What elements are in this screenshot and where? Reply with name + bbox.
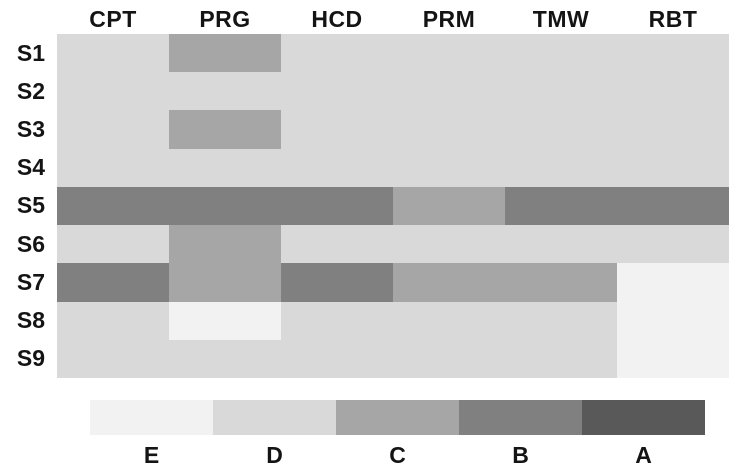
- heatmap-cell-s7-prm: [393, 263, 505, 302]
- row-label-s5: S5: [16, 192, 45, 219]
- heatmap-cell-s3-prm: [393, 110, 505, 149]
- heatmap-cell-s9-hcd: [281, 339, 393, 378]
- heatmap-cell-s5-prg: [169, 186, 281, 226]
- row-label-s4: S4: [16, 154, 45, 181]
- heatmap-cell-s6-cpt: [57, 225, 169, 264]
- heatmap-cell-s2-prm: [393, 72, 505, 111]
- heatmap-cell-s4-tmw: [505, 148, 617, 187]
- column-header-tmw: TMW: [532, 6, 590, 32]
- legend-label-e: E: [143, 442, 160, 468]
- heatmap-cell-s2-hcd: [281, 72, 393, 111]
- heatmap-cell-s5-prm: [393, 186, 505, 226]
- column-header-hcd: HCD: [311, 6, 363, 32]
- heatmap-cell-s8-prm: [393, 301, 505, 340]
- heatmap-cell-s1-cpt: [57, 34, 169, 73]
- heatmap-grid: [57, 34, 729, 378]
- heatmap-cell-s8-rbt: [617, 301, 729, 340]
- heatmap-cell-s8-cpt: [57, 301, 169, 340]
- column-header-prm: PRM: [422, 6, 476, 32]
- heatmap-cell-s1-tmw: [505, 34, 617, 73]
- legend-swatch-b: [459, 400, 582, 435]
- heatmap-cell-s2-tmw: [505, 72, 617, 111]
- row-label-s1: S1: [16, 39, 45, 66]
- heatmap-cell-s9-prm: [393, 339, 505, 378]
- heatmap-cell-s7-prg: [169, 263, 281, 302]
- row-label-s7: S7: [16, 268, 45, 295]
- row-labels-column: S1 S2 S3 S4 S5 S6 S7 S8 S9: [0, 34, 50, 378]
- heatmap-cell-s6-prg: [169, 225, 281, 264]
- legend-swatch-bar: [90, 400, 705, 435]
- heatmap-cell-s7-cpt: [57, 263, 169, 302]
- heatmap-cell-s4-hcd: [281, 148, 393, 187]
- heatmap-cell-s3-hcd: [281, 110, 393, 149]
- column-header-cpt: CPT: [89, 6, 137, 32]
- legend-swatch-e: [90, 400, 213, 435]
- row-label-s8: S8: [16, 307, 45, 334]
- heatmap-cell-s3-prg: [169, 110, 281, 149]
- heatmap-cell-s9-cpt: [57, 339, 169, 378]
- column-header-prg: PRG: [199, 6, 251, 32]
- heatmap-cell-s5-tmw: [505, 186, 617, 226]
- heatmap-cell-s7-rbt: [617, 263, 729, 302]
- legend-label-b: B: [512, 442, 529, 468]
- heatmap-cell-s5-rbt: [617, 186, 729, 226]
- heatmap-cell-s4-prm: [393, 148, 505, 187]
- heatmap-cell-s7-tmw: [505, 263, 617, 302]
- heatmap-cell-s7-hcd: [281, 263, 393, 302]
- heatmap-cell-s2-cpt: [57, 72, 169, 111]
- column-header-rbt: RBT: [648, 6, 698, 32]
- heatmap-cell-s3-rbt: [617, 110, 729, 149]
- legend-label-a: A: [635, 442, 652, 468]
- heatmap-cell-s1-prm: [393, 34, 505, 73]
- heatmap-cell-s1-rbt: [617, 34, 729, 73]
- heatmap-cell-s8-hcd: [281, 301, 393, 340]
- row-label-s9: S9: [16, 345, 45, 372]
- heatmap-cell-s1-hcd: [281, 34, 393, 73]
- heatmap-cell-s3-tmw: [505, 110, 617, 149]
- row-label-s3: S3: [16, 116, 45, 143]
- legend-swatch-c: [336, 400, 459, 435]
- legend-swatch-d: [213, 400, 336, 435]
- heatmap-cell-s6-rbt: [617, 225, 729, 264]
- column-headers-row: CPT PRG HCD PRM TMW RBT: [57, 6, 729, 32]
- heatmap-cell-s4-rbt: [617, 148, 729, 187]
- heatmap-cell-s6-tmw: [505, 225, 617, 264]
- heatmap-cell-s2-prg: [169, 72, 281, 111]
- heatmap-cell-s6-prm: [393, 225, 505, 264]
- heatmap-cell-s3-cpt: [57, 110, 169, 149]
- heatmap-cell-s9-tmw: [505, 339, 617, 378]
- heatmap-cell-s8-tmw: [505, 301, 617, 340]
- heatmap-cell-s4-prg: [169, 148, 281, 187]
- heatmap-cell-s8-prg: [169, 301, 281, 340]
- heatmap-cell-s2-rbt: [617, 72, 729, 111]
- heatmap-cell-s4-cpt: [57, 148, 169, 187]
- row-label-s2: S2: [16, 77, 45, 104]
- heatmap-cell-s6-hcd: [281, 225, 393, 264]
- legend-swatch-a: [582, 400, 705, 435]
- heatmap-cell-s9-rbt: [617, 339, 729, 378]
- heatmap-cell-s9-prg: [169, 339, 281, 378]
- heatmap-cell-s1-prg: [169, 34, 281, 73]
- heatmap-cell-s5-hcd: [281, 186, 393, 226]
- heatmap-cell-s5-cpt: [57, 186, 169, 226]
- legend-label-c: C: [389, 442, 406, 468]
- legend-label-d: D: [266, 442, 283, 468]
- row-label-s6: S6: [16, 230, 45, 257]
